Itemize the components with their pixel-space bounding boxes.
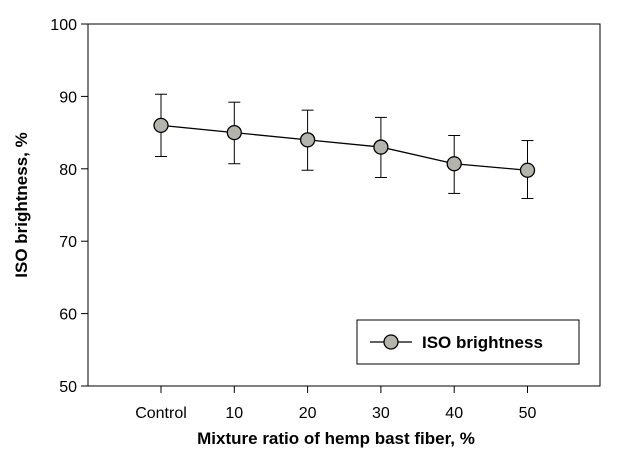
x-axis: Control 10 20 30 40 50 (135, 386, 537, 422)
legend: ISO brightness (356, 319, 580, 365)
legend-marker (383, 334, 399, 350)
y-axis-title: ISO brightness, % (12, 132, 31, 277)
y-tick-label: 60 (59, 307, 77, 324)
y-tick-label: 100 (50, 17, 77, 34)
x-tick-label: 10 (225, 405, 243, 422)
legend-label: ISO brightness (422, 333, 543, 352)
x-tick-label: 20 (299, 405, 317, 422)
x-tick-label: 30 (372, 405, 390, 422)
x-tick-label: 50 (519, 405, 537, 422)
y-tick-label: 50 (59, 379, 77, 396)
series-line (160, 124, 528, 171)
data-point (153, 117, 169, 134)
y-axis: 50 60 70 80 90 100 (50, 17, 88, 396)
data-point (299, 132, 316, 148)
y-tick-label: 70 (59, 234, 77, 251)
series-polyline (160, 124, 528, 171)
plot-frame (87, 23, 601, 387)
data-markers (153, 117, 536, 178)
x-axis-title: Mixture ratio of hemp bast fiber, % (197, 429, 475, 448)
x-tick-label: Control (135, 405, 187, 422)
y-tick-label: 90 (59, 89, 77, 106)
data-point (373, 139, 389, 155)
x-tick-label: 40 (445, 405, 463, 422)
y-tick-label: 80 (59, 162, 77, 179)
data-point (519, 162, 536, 178)
error-bars (155, 93, 534, 199)
data-point (446, 156, 462, 172)
data-point (226, 124, 242, 141)
